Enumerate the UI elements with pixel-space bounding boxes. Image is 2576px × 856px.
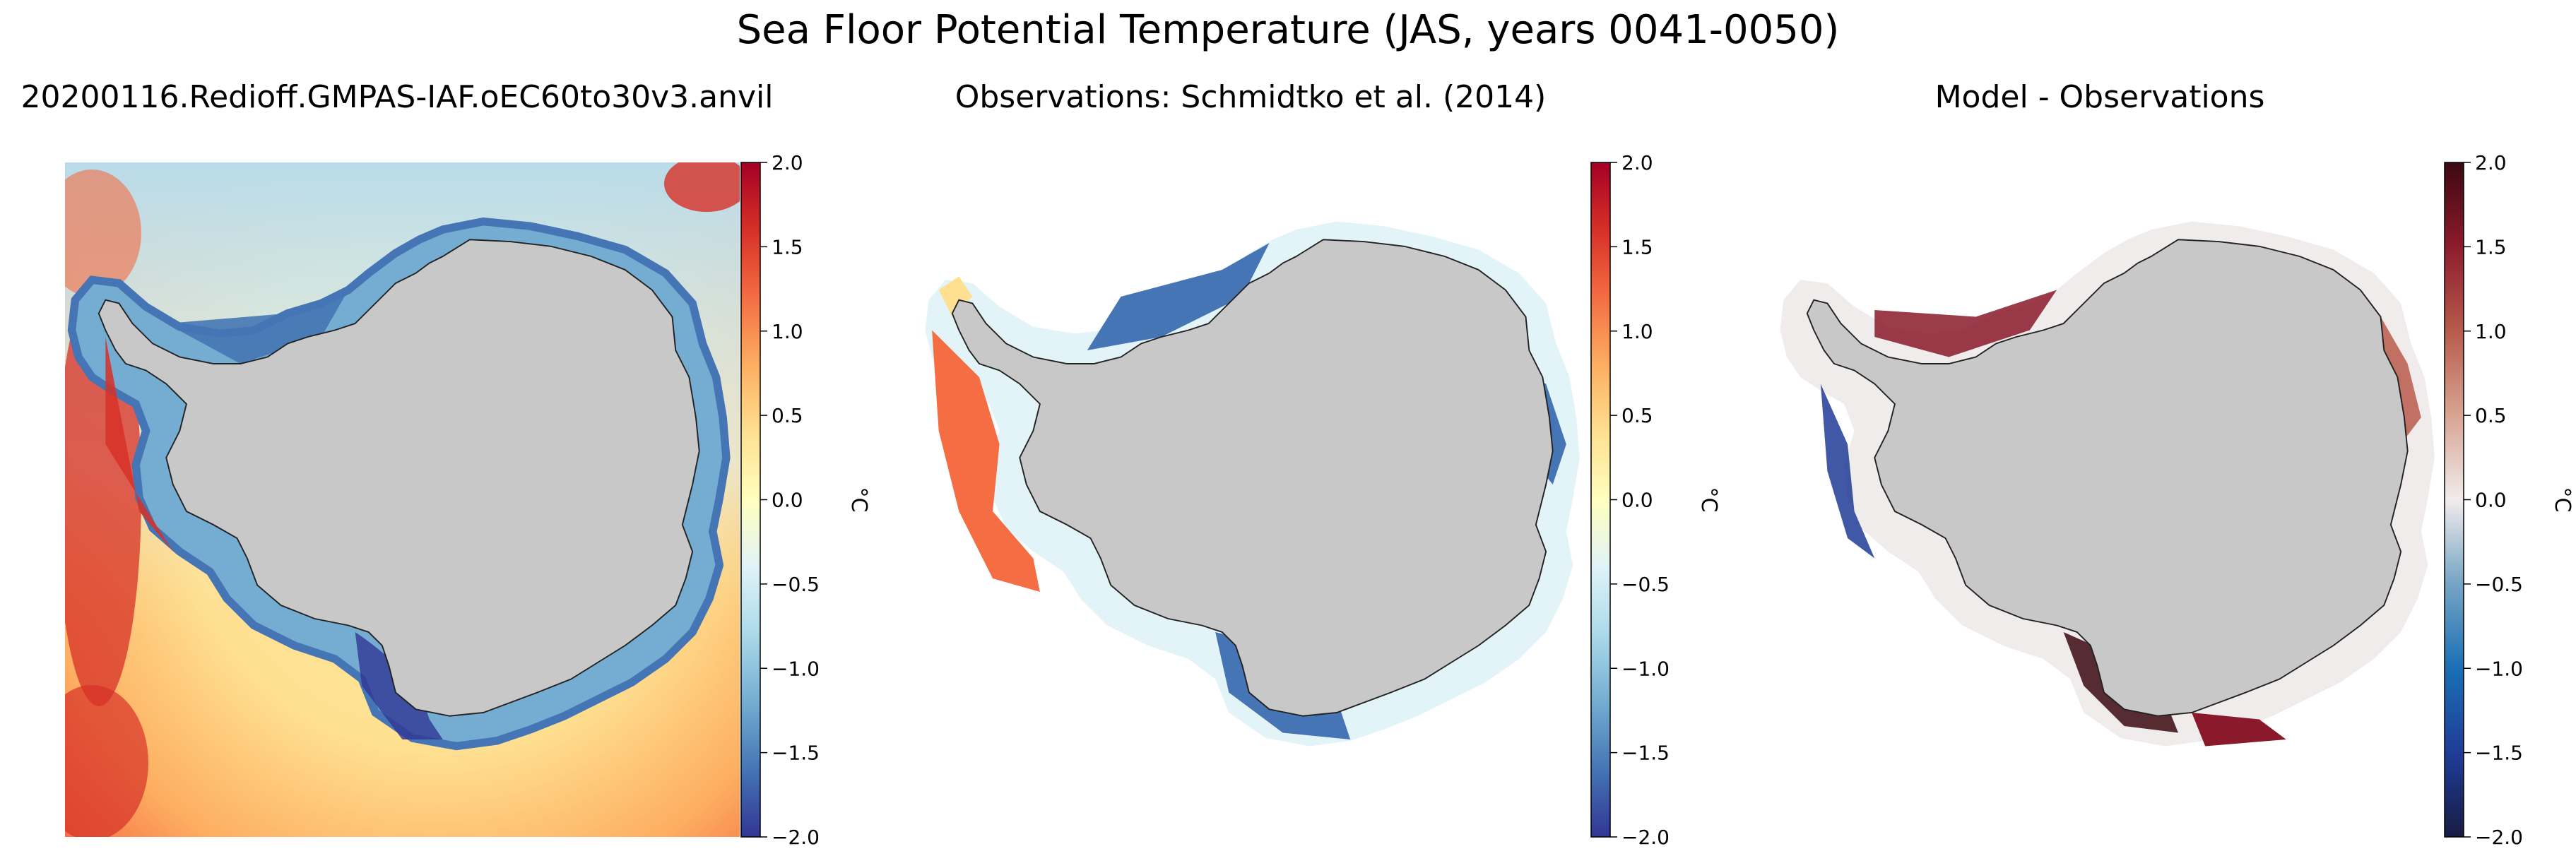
colorbar-tick-label: −1.0 [2475, 657, 2523, 680]
difference-map [1780, 221, 2435, 747]
panel-title-observations: Observations: Schmidtko et al. (2014) [955, 79, 1547, 115]
colorbar-unit-label: °C [846, 487, 871, 513]
colorbar-difference: 2.0 1.5 1.0 0.5 0.0 −0.5 −1.0 −1.5 −2.0 °C [2444, 151, 2575, 849]
figure-suptitle: Sea Floor Potential Temperature (JAS, ye… [736, 7, 1840, 53]
colorbar-unit-label: °C [2550, 487, 2575, 513]
model-weddell-shelf-cold [166, 290, 349, 364]
colorbar-tick-label: 1.0 [2475, 320, 2507, 343]
model-warm-northeast [664, 162, 740, 212]
colorbar-tick-label: 0.5 [2475, 404, 2507, 427]
colorbar-tick-label: −1.5 [2475, 742, 2523, 765]
diff-east-warm-bias [2380, 316, 2421, 444]
colorbar-tick-label: 0.0 [772, 489, 803, 512]
colorbar-tick-label: 2.0 [1621, 151, 1653, 174]
colorbar-diff-gradient [2444, 162, 2464, 838]
model-bellingshausen-warm [105, 337, 173, 552]
obs-bellingshausen-warm [932, 330, 1040, 592]
colorbar-tick-label: 1.5 [1621, 235, 1653, 258]
colorbar-tick-label: −1.5 [772, 742, 820, 765]
colorbar-tick-label: −0.5 [1621, 573, 1670, 596]
colorbar-tick-label: 1.0 [1621, 320, 1653, 343]
colorbar-tick-label: −2.0 [1621, 826, 1670, 849]
observations-map [925, 221, 1580, 747]
colorbar-observations: 2.0 1.5 1.0 0.5 0.0 −0.5 −1.0 −1.5 −2.0 °C [1590, 151, 1721, 849]
model-map [65, 162, 740, 837]
colorbar-tick-label: 2.0 [2475, 151, 2507, 174]
colorbar-model-gradient [740, 162, 761, 838]
colorbar-tick-label: 0.0 [1621, 489, 1653, 512]
diff-bellingshausen-cold-bias [1820, 384, 1875, 559]
colorbar-obs-gradient [1590, 162, 1611, 838]
colorbar-tick-label: −1.0 [1621, 657, 1670, 680]
obs-antarctica-land [951, 239, 1554, 717]
colorbar-unit-label: °C [1696, 487, 1721, 513]
model-warm-southwest [65, 685, 148, 837]
colorbar-tick-label: −0.5 [772, 573, 820, 596]
obs-weddell-cold [1087, 243, 1270, 350]
obs-peninsula-tip [938, 276, 973, 317]
colorbar-tick-label: −0.5 [2475, 573, 2523, 596]
diff-south-warm-bias [2192, 713, 2286, 747]
colorbar-tick-label: −1.5 [1621, 742, 1670, 765]
colorbar-tick-label: 0.5 [772, 404, 803, 427]
colorbar-tick-label: 1.5 [2475, 235, 2507, 258]
colorbar-tick-label: −1.0 [772, 657, 820, 680]
colorbar-tick-label: 1.0 [772, 320, 803, 343]
diff-weddell-warm-bias [1874, 290, 2057, 357]
diff-antarctica-land [1806, 239, 2409, 717]
colorbar-tick-label: 1.5 [772, 235, 803, 258]
panel-title-difference: Model - Observations [1934, 79, 2265, 115]
colorbar-tick-label: −2.0 [772, 826, 820, 849]
colorbar-tick-label: 0.5 [1621, 404, 1653, 427]
colorbar-tick-label: 0.0 [2475, 489, 2507, 512]
colorbar-tick-label: −2.0 [2475, 826, 2523, 849]
panel-title-model: 20200116.Redioff.GMPAS-IAF.oEC60to30v3.a… [20, 79, 774, 115]
model-warm-northwest [65, 170, 141, 297]
colorbar-tick-label: 2.0 [772, 151, 803, 174]
colorbar-model: 2.0 1.5 1.0 0.5 0.0 −0.5 −1.0 −1.5 −2.0 °C [740, 151, 871, 849]
